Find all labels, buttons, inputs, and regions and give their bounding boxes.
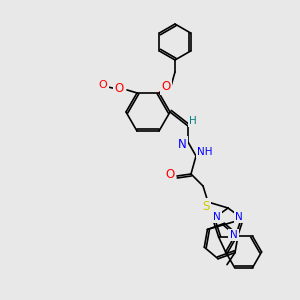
Text: NH: NH [197,147,213,157]
Text: N: N [213,212,221,222]
Text: O: O [165,169,175,182]
Text: N: N [230,230,237,240]
Text: O: O [114,82,124,95]
Text: O: O [161,80,171,94]
Text: O: O [99,80,107,90]
Text: S: S [202,200,210,212]
Text: H: H [189,116,197,126]
Text: N: N [178,137,186,151]
Text: N: N [235,212,243,222]
